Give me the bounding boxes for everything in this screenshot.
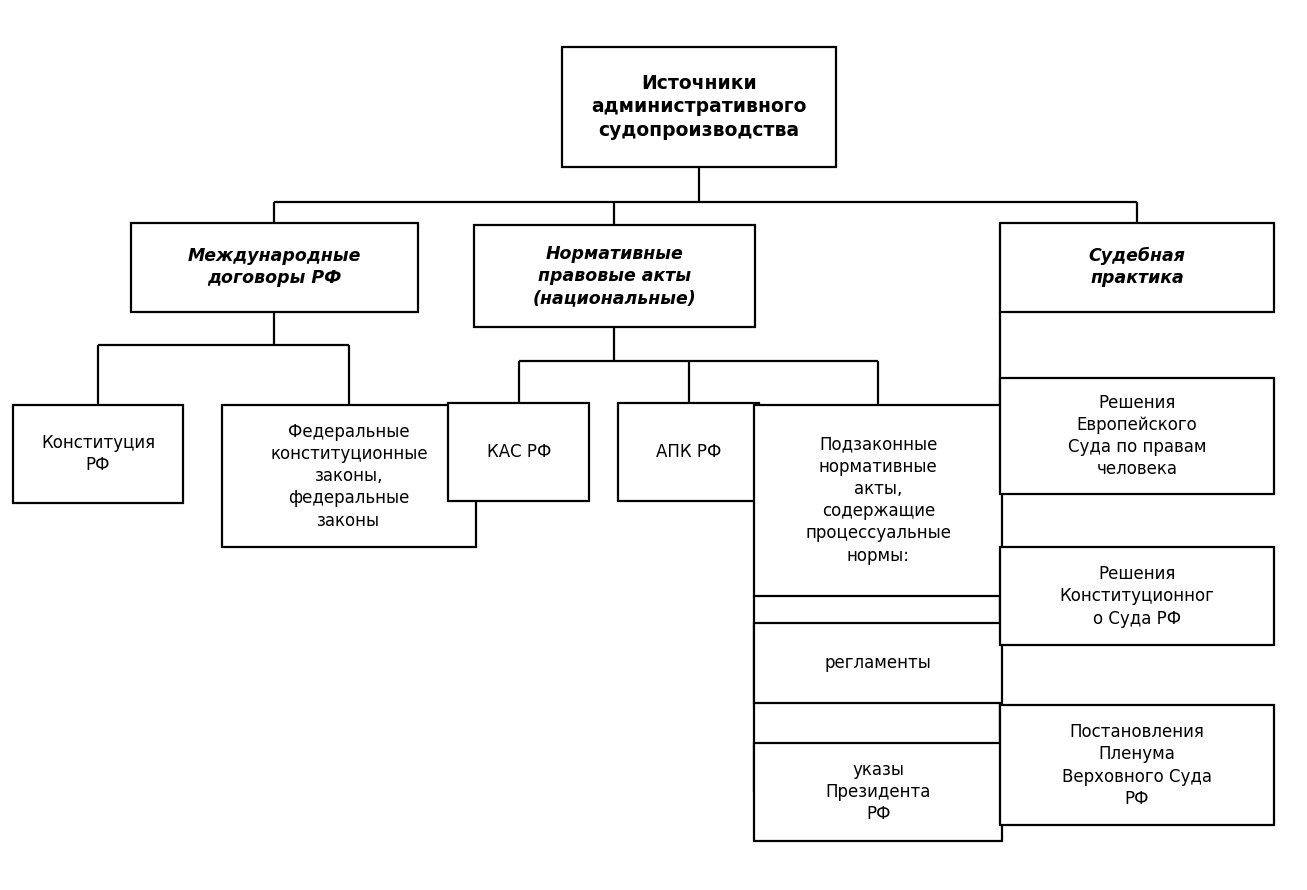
FancyBboxPatch shape bbox=[131, 222, 418, 312]
Text: КАС РФ: КАС РФ bbox=[486, 443, 552, 461]
Text: Подзаконные
нормативные
акты,
содержащие
процессуальные
нормы:: Подзаконные нормативные акты, содержащие… bbox=[805, 436, 951, 564]
Text: Источники
административного
судопроизводства: Источники административного судопроизвод… bbox=[592, 74, 806, 140]
FancyBboxPatch shape bbox=[1000, 378, 1274, 494]
Text: Постановления
Пленума
Верховного Суда
РФ: Постановления Пленума Верховного Суда РФ bbox=[1063, 723, 1212, 808]
FancyBboxPatch shape bbox=[754, 743, 1002, 841]
Text: Федеральные
конституционные
законы,
федеральные
законы: Федеральные конституционные законы, феде… bbox=[271, 423, 427, 530]
FancyBboxPatch shape bbox=[473, 224, 755, 328]
Text: АПК РФ: АПК РФ bbox=[656, 443, 721, 461]
Text: указы
Президента
РФ: указы Президента РФ bbox=[826, 761, 931, 823]
Text: Международные
договоры РФ: Международные договоры РФ bbox=[188, 247, 361, 287]
Text: Нормативные
правовые акты
(национальные): Нормативные правовые акты (национальные) bbox=[532, 245, 697, 307]
FancyBboxPatch shape bbox=[222, 405, 477, 547]
Text: Решения
Конституционног
о Суда РФ: Решения Конституционног о Суда РФ bbox=[1060, 565, 1214, 627]
Text: Конституция
РФ: Конституция РФ bbox=[41, 433, 156, 474]
FancyBboxPatch shape bbox=[1000, 705, 1274, 826]
Text: Судебная
практика: Судебная практика bbox=[1089, 247, 1185, 287]
FancyBboxPatch shape bbox=[448, 403, 589, 501]
FancyBboxPatch shape bbox=[1000, 547, 1274, 645]
FancyBboxPatch shape bbox=[562, 46, 836, 166]
Text: регламенты: регламенты bbox=[825, 654, 932, 672]
FancyBboxPatch shape bbox=[13, 405, 183, 503]
FancyBboxPatch shape bbox=[754, 404, 1002, 596]
Text: Решения
Европейского
Суда по правам
человека: Решения Европейского Суда по правам чело… bbox=[1068, 393, 1206, 479]
FancyBboxPatch shape bbox=[618, 403, 759, 501]
FancyBboxPatch shape bbox=[754, 623, 1002, 703]
FancyBboxPatch shape bbox=[1000, 222, 1274, 312]
